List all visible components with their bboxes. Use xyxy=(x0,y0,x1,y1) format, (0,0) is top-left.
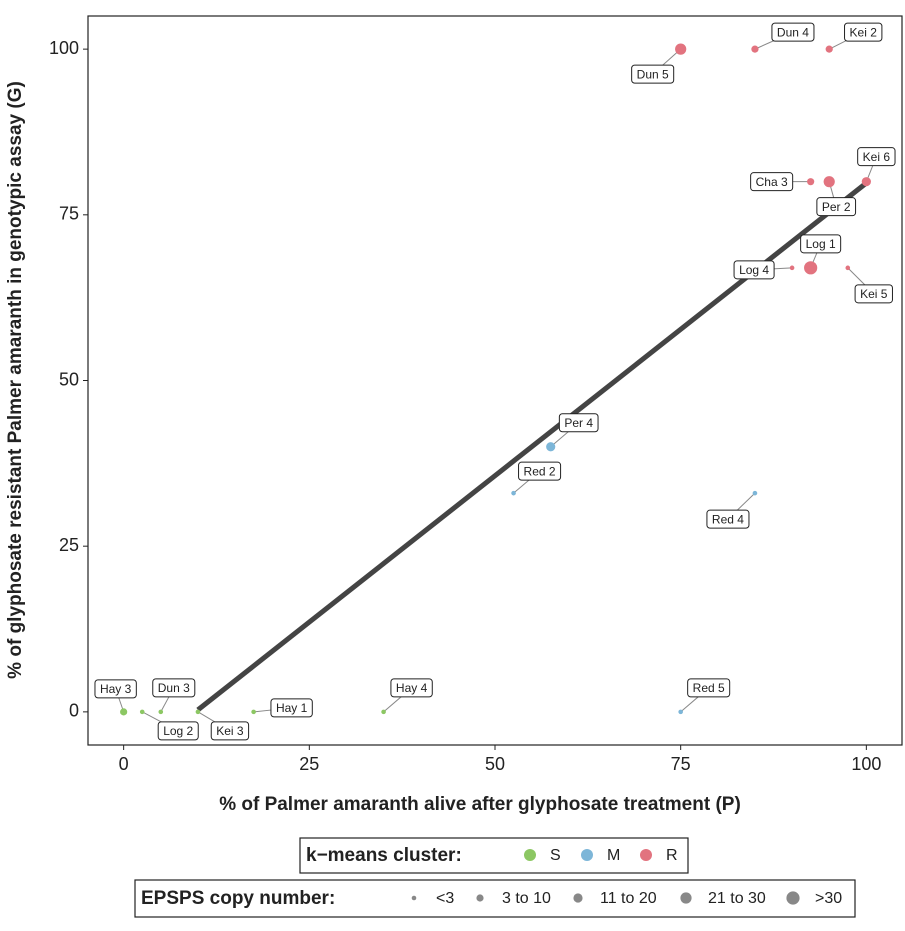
point-label: Kei 2 xyxy=(850,25,878,39)
point-label: Log 1 xyxy=(806,237,836,251)
point xyxy=(251,709,256,715)
y-tick-label: 50 xyxy=(59,369,79,389)
size-legend-key xyxy=(476,894,484,902)
label-box xyxy=(857,147,896,167)
label-leader xyxy=(383,694,404,713)
point-label: Kei 5 xyxy=(860,287,888,301)
point xyxy=(381,709,386,715)
label-leader xyxy=(160,694,171,713)
size-legend-key xyxy=(411,895,417,901)
point-label: Dun 3 xyxy=(158,681,190,695)
point xyxy=(845,265,851,271)
point-label: Hay 4 xyxy=(396,681,428,695)
size-legend-key xyxy=(680,892,692,904)
label-box xyxy=(687,678,731,698)
label-box xyxy=(800,234,842,254)
plot-frame xyxy=(87,15,903,746)
point-label: Hay 3 xyxy=(100,682,132,696)
label-box xyxy=(631,64,675,84)
label-leader xyxy=(680,694,701,713)
point xyxy=(675,43,687,55)
cluster-legend-label: M xyxy=(607,847,620,864)
x-tick-label: 75 xyxy=(671,754,691,774)
cluster-legend-title: k−means cluster: xyxy=(306,845,462,866)
point-label: Log 4 xyxy=(739,263,769,277)
y-axis-label: % of glyphosate resistant Palmer amarant… xyxy=(5,81,26,679)
point xyxy=(195,709,201,715)
cluster-legend-label: R xyxy=(666,847,678,864)
point xyxy=(804,261,818,275)
point-label: Red 2 xyxy=(524,464,556,478)
x-tick-label: 0 xyxy=(119,754,129,774)
point xyxy=(511,490,516,496)
size-legend-label: 21 to 30 xyxy=(708,890,766,907)
point xyxy=(823,176,835,188)
point-label: Per 2 xyxy=(822,200,851,214)
label-box xyxy=(750,172,794,192)
point-label: Hay 1 xyxy=(276,701,308,715)
point xyxy=(678,709,683,715)
point xyxy=(789,265,795,271)
point-label: Dun 4 xyxy=(777,25,809,39)
size-legend-key xyxy=(786,891,800,905)
point-label: Dun 5 xyxy=(637,67,669,81)
label-box xyxy=(270,698,313,718)
size-legend-title: EPSPS copy number: xyxy=(141,888,335,909)
point-label: Kei 6 xyxy=(863,150,891,164)
point-label: Cha 3 xyxy=(756,175,788,189)
point xyxy=(807,178,815,186)
point xyxy=(139,709,145,715)
point xyxy=(861,177,871,187)
cluster-legend-label: S xyxy=(550,847,561,864)
cluster-legend-key xyxy=(581,849,593,861)
label-leader xyxy=(735,492,756,512)
point xyxy=(546,442,556,452)
size-legend-key xyxy=(573,893,583,903)
x-tick-label: 50 xyxy=(485,754,505,774)
x-tick-label: 100 xyxy=(851,754,881,774)
label-box xyxy=(771,22,815,42)
point xyxy=(120,708,128,716)
point-label: Red 4 xyxy=(712,512,744,526)
label-box xyxy=(94,679,137,699)
label-box xyxy=(157,721,199,741)
y-tick-label: 0 xyxy=(69,701,79,721)
label-box xyxy=(854,284,893,304)
point-label: Kei 3 xyxy=(216,724,244,738)
x-axis-label: % of Palmer amaranth alive after glyphos… xyxy=(219,794,741,815)
size-legend-label: 11 to 20 xyxy=(600,890,657,907)
y-tick-label: 25 xyxy=(59,535,79,555)
size-legend-label: <3 xyxy=(436,890,454,907)
point-label: Per 4 xyxy=(564,416,593,430)
label-box xyxy=(558,413,599,433)
size-legend-box xyxy=(134,879,856,918)
size-legend-label: >30 xyxy=(815,890,842,907)
label-box xyxy=(844,22,883,42)
label-leader xyxy=(847,267,867,287)
cluster-legend-key xyxy=(524,849,536,861)
label-box xyxy=(706,509,750,529)
label-box xyxy=(152,678,196,698)
point xyxy=(752,490,758,496)
size-legend-label: 3 to 10 xyxy=(502,890,551,907)
y-tick-label: 75 xyxy=(59,204,79,224)
label-box xyxy=(518,461,562,481)
point xyxy=(751,45,759,53)
label-box xyxy=(210,721,250,741)
x-tick-label: 25 xyxy=(299,754,319,774)
point-label: Log 2 xyxy=(163,724,193,738)
cluster-legend-box xyxy=(299,837,689,874)
label-box xyxy=(816,197,857,217)
label-box xyxy=(390,678,433,698)
point xyxy=(158,709,164,715)
cluster-legend-key xyxy=(640,849,652,861)
point xyxy=(825,45,833,53)
label-box xyxy=(733,260,775,280)
point-label: Red 5 xyxy=(693,681,725,695)
y-tick-label: 100 xyxy=(49,38,79,58)
